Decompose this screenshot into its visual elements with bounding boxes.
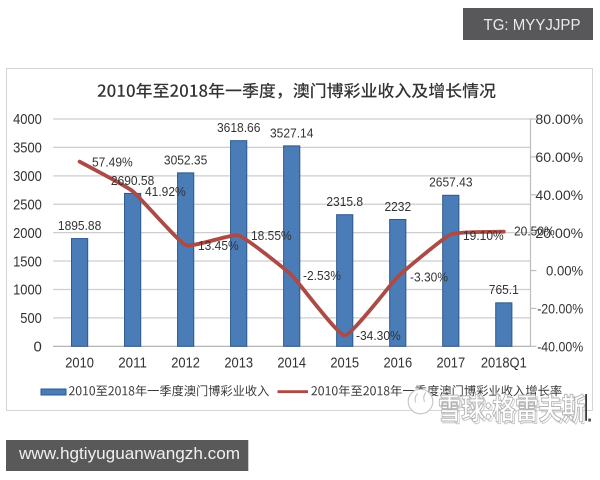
svg-text:2013: 2013 [224,356,253,372]
svg-text:3052.35: 3052.35 [164,152,207,167]
svg-text:57.49%: 57.49% [92,154,133,169]
svg-text:2010: 2010 [65,356,94,372]
svg-text:19.10%: 19.10% [463,228,504,243]
svg-text:1500: 1500 [13,254,42,270]
svg-text:41.92%: 41.92% [145,184,186,199]
svg-text:4000: 4000 [13,112,42,128]
svg-text:2015: 2015 [330,356,359,372]
svg-text:20.00%: 20.00% [535,225,583,241]
svg-text:3000: 3000 [13,169,42,185]
svg-text:-3.30%: -3.30% [410,270,448,285]
svg-text:3500: 3500 [13,141,42,157]
svg-text:1000: 1000 [13,283,42,299]
svg-text:765.1: 765.1 [489,282,519,297]
svg-text:2016: 2016 [383,356,412,372]
svg-text:60.00%: 60.00% [535,149,583,165]
svg-text:1895.88: 1895.88 [58,218,101,233]
svg-text:2000: 2000 [13,226,42,242]
svg-text:2012: 2012 [171,356,200,372]
svg-text:2011: 2011 [118,356,147,372]
svg-text:0: 0 [34,340,42,356]
svg-text:18.55%: 18.55% [251,228,292,243]
svg-text:0.00%: 0.00% [546,263,583,279]
svg-text:2690.58: 2690.58 [111,173,154,188]
svg-text:2232: 2232 [384,199,411,214]
svg-text:500: 500 [20,311,42,327]
svg-text:2500: 2500 [13,197,42,213]
svg-text:2315.8: 2315.8 [326,194,363,209]
svg-text:www.hgtiyuguanwangzh.com: www.hgtiyuguanwangzh.com [18,445,240,463]
svg-text:40.00%: 40.00% [535,187,583,203]
svg-text:TG: MYYJJPP: TG: MYYJJPP [484,17,581,34]
svg-text:20.50%: 20.50% [514,224,555,239]
svg-text:2018Q1: 2018Q1 [481,356,527,372]
svg-text:3618.66: 3618.66 [217,120,260,135]
svg-text:2014: 2014 [277,356,306,372]
svg-text:2017: 2017 [436,356,465,372]
svg-text:3527.14: 3527.14 [270,125,313,140]
svg-text:80.00%: 80.00% [535,111,583,127]
svg-text:-40.00%: -40.00% [537,339,583,355]
svg-text:-20.00%: -20.00% [537,301,583,317]
svg-text:13.45%: 13.45% [198,238,239,253]
svg-text:2657.43: 2657.43 [429,175,472,190]
svg-text:-34.30%: -34.30% [356,328,401,343]
svg-text:-2.53%: -2.53% [303,268,341,283]
